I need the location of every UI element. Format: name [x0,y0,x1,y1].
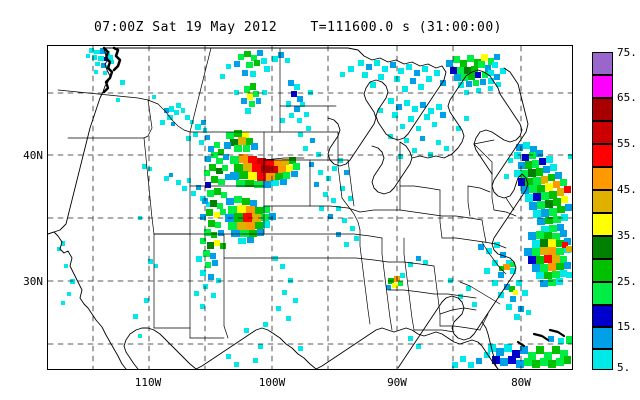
map-boundaries [48,46,572,369]
precipitation-field [57,48,572,368]
y-axis-tick-label-40n: 40N [23,149,43,162]
precip-florida-gulf [408,336,572,368]
colorbar-band-50 [592,167,613,190]
x-axis-tick-label-110w: 110W [134,376,162,389]
colorbar-band-70 [592,75,613,98]
precip-mid-atlantic [504,142,572,233]
colorbar-tick-35: 35. [617,229,637,242]
colorbar-tick-5: 5. [617,361,631,374]
colorbar-band-65 [592,98,613,121]
colorbar-tick-65: 65. [617,91,637,104]
graticule [48,46,572,369]
precip-northern-rockies [160,103,210,145]
precip-northern-plains [220,50,359,367]
colorbar-band-75 [592,52,613,75]
x-axis-tick-label-90w: 90W [387,376,407,389]
x-axis-tick-label-100w: 100W [258,376,286,389]
map-svg [48,46,572,369]
colorbar-band-30 [592,259,613,282]
colorbar-band-15 [592,327,613,349]
precip-southeast-coastal [448,230,572,320]
precip-great-basin [57,164,214,338]
x-axis-tick-label-80w: 80W [511,376,531,389]
precip-upper-midwest [340,60,469,159]
colorbar-tick-75: 75. [617,46,637,59]
colorbar-tick-15: 15. [617,320,637,333]
colorbar-tick-55: 55. [617,137,637,150]
precip-colorado-rockies [194,142,231,309]
colorbar [592,52,613,370]
plot-title: 07:00Z Sat 19 May 2012 T=111600.0 s (31:… [93,20,502,35]
precip-kansas-core [225,196,276,244]
colorbar-band-40 [592,213,613,236]
colorbar-band-20 [592,305,613,327]
colorbar-tick-45: 45. [617,183,637,196]
map-plot-area [47,45,573,370]
colorbar-band-10 [592,349,613,370]
precip-central-plains-core [224,130,300,188]
precip-northeast [446,54,506,95]
colorbar-band-60 [592,121,613,144]
colorbar-band-55 [592,144,613,167]
precip-mississippi-cell [386,256,428,290]
colorbar-band-25 [592,282,613,305]
colorbar-tick-25: 25. [617,275,637,288]
colorbar-band-35 [592,236,613,259]
colorbar-band-45 [592,190,613,213]
y-axis-tick-label-30n: 30N [23,275,43,288]
